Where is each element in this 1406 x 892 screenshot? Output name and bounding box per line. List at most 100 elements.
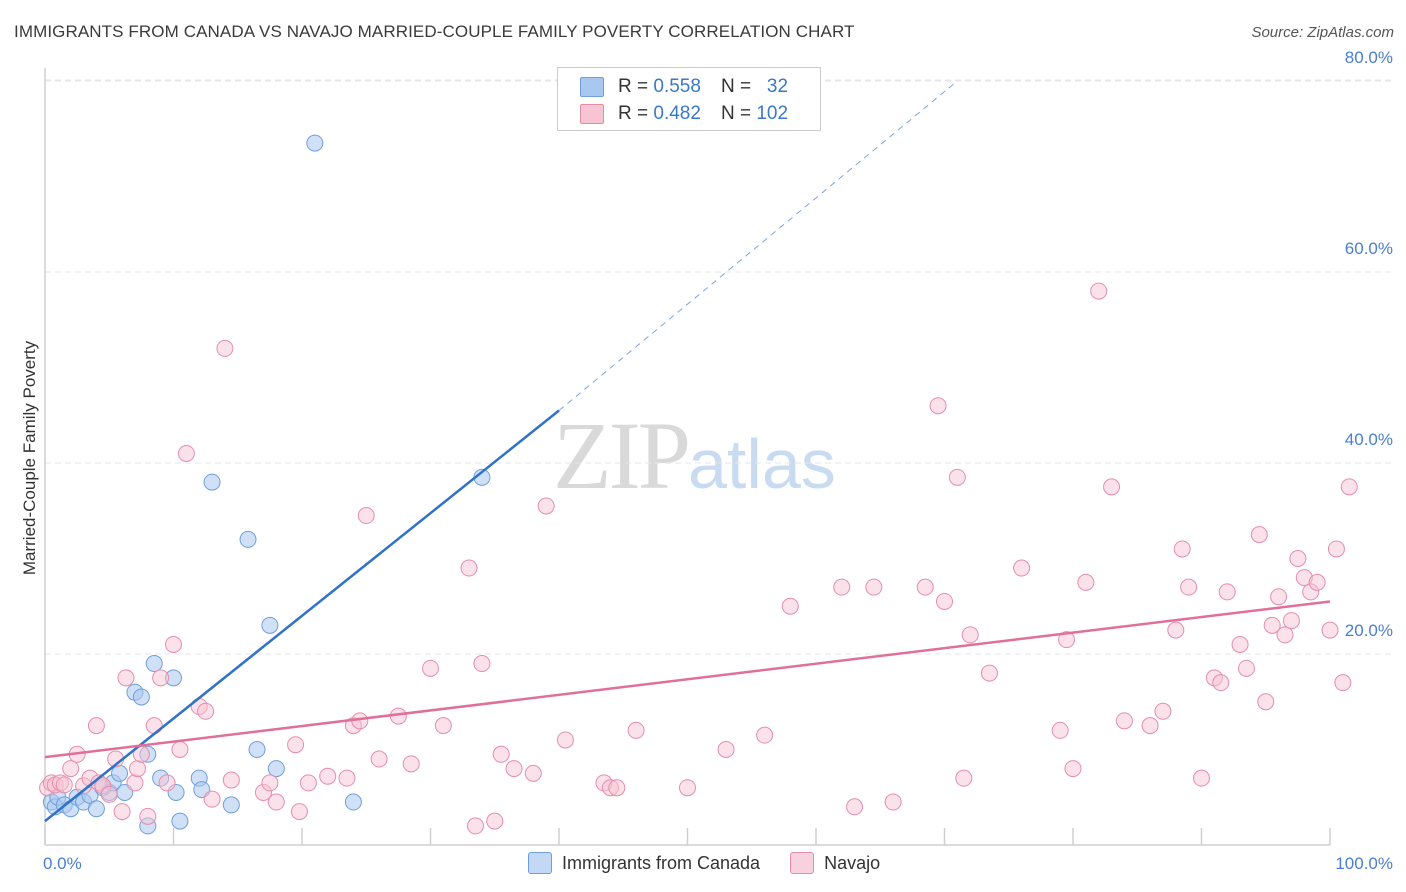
point-navajo — [267, 793, 285, 811]
point-navajo — [961, 626, 979, 644]
x-tick-label-min: 0.0% — [43, 854, 82, 873]
point-navajo — [1141, 717, 1159, 735]
point-navajo — [1212, 674, 1230, 692]
point-navajo — [1077, 573, 1095, 591]
point-canada — [239, 530, 257, 548]
point-navajo — [865, 578, 883, 596]
point-navajo — [1180, 578, 1198, 596]
point-navajo — [1237, 659, 1255, 677]
series-legend-item-navajo[interactable]: Navajo — [790, 852, 880, 874]
legend-row-navajo: R = 0.482 N = 102 — [580, 101, 788, 127]
point-canada — [267, 760, 285, 778]
point-navajo — [756, 726, 774, 744]
point-navajo — [287, 736, 305, 754]
point-navajo — [100, 785, 118, 803]
source-credit: Source: ZipAtlas.com — [1251, 24, 1394, 41]
point-navajo — [781, 597, 799, 615]
point-navajo — [929, 397, 947, 415]
point-canada — [306, 134, 324, 152]
point-navajo — [126, 774, 144, 792]
point-navajo — [158, 774, 176, 792]
point-navajo — [916, 578, 934, 596]
point-navajo — [1334, 674, 1352, 692]
point-navajo — [261, 774, 279, 792]
legend-n-label: N = — [720, 103, 752, 124]
point-navajo — [1013, 559, 1031, 577]
trendline-canada-extension — [558, 80, 958, 411]
point-navajo — [1051, 721, 1069, 739]
point-navajo — [1270, 588, 1288, 606]
watermark-zip: ZIP — [553, 402, 691, 509]
point-canada — [222, 796, 240, 814]
point-navajo — [492, 745, 510, 763]
series-label-canada: Immigrants from Canada — [562, 852, 761, 873]
watermark-atlas: atlas — [688, 425, 836, 503]
point-navajo — [1282, 612, 1300, 630]
y-tick-label: 80.0% — [1345, 48, 1393, 67]
point-navajo — [556, 731, 574, 749]
series-legend: Immigrants from Canada Navajo — [528, 852, 910, 874]
point-navajo — [717, 741, 735, 758]
point-navajo — [1308, 573, 1326, 591]
point-navajo — [1340, 478, 1358, 496]
point-navajo — [338, 769, 356, 787]
point-navajo — [948, 468, 966, 486]
point-navajo — [113, 803, 131, 821]
series-legend-item-canada[interactable]: Immigrants from Canada — [528, 852, 760, 874]
point-navajo — [197, 702, 215, 720]
point-navajo — [1115, 712, 1133, 730]
point-navajo — [203, 790, 221, 808]
point-navajo — [222, 771, 240, 789]
point-navajo — [846, 798, 864, 816]
point-navajo — [1327, 540, 1345, 558]
point-navajo — [1103, 478, 1121, 496]
point-navajo — [1263, 616, 1281, 634]
point-navajo — [466, 817, 484, 835]
point-canada — [248, 741, 266, 758]
point-navajo — [165, 635, 182, 653]
point-navajo — [129, 760, 147, 778]
point-navajo — [434, 717, 452, 735]
point-navajo — [299, 774, 317, 792]
point-navajo — [402, 755, 420, 773]
trendline-navajo — [44, 600, 1331, 759]
point-navajo — [679, 779, 696, 797]
point-navajo — [357, 507, 375, 525]
point-navajo — [1167, 621, 1185, 639]
point-navajo — [55, 776, 73, 794]
point-navajo — [1231, 635, 1249, 653]
legend-n-label: N = — [720, 76, 752, 97]
series-label-navajo: Navajo — [824, 852, 881, 873]
point-navajo — [936, 592, 953, 610]
legend-r-value-navajo: 0.482 — [653, 103, 701, 124]
point-navajo — [505, 760, 523, 778]
point-canada — [111, 764, 129, 782]
point-navajo — [1154, 702, 1172, 720]
point-navajo — [87, 717, 105, 735]
point-navajo — [884, 793, 902, 811]
point-navajo — [1321, 621, 1339, 639]
y-tick-label: 60.0% — [1345, 239, 1393, 258]
point-navajo — [319, 767, 337, 785]
point-canada — [171, 812, 189, 830]
point-navajo — [537, 497, 555, 515]
legend-row-canada: R = 0.558 N = 32 — [580, 74, 788, 100]
point-navajo — [486, 812, 504, 830]
point-navajo — [1058, 631, 1076, 649]
point-navajo — [1193, 769, 1210, 787]
point-navajo — [524, 764, 542, 782]
point-navajo — [980, 664, 998, 682]
trendline-canada — [44, 409, 560, 823]
point-navajo — [370, 750, 388, 768]
y-tick-label: 40.0% — [1345, 430, 1393, 449]
point-navajo — [145, 717, 163, 735]
legend-n-value-navajo: 102 — [756, 103, 789, 124]
x-tick-label-max: 100.0% — [1335, 854, 1393, 873]
point-canada — [145, 655, 163, 673]
point-navajo — [1064, 760, 1082, 778]
legend-swatch-canada — [580, 77, 604, 97]
chart-title: IMMIGRANTS FROM CANADA VS NAVAJO MARRIED… — [14, 22, 855, 41]
point-navajo — [1218, 583, 1236, 601]
correlation-legend: R = 0.558 N = 32 R = 0.482 N = 102 — [557, 67, 821, 131]
